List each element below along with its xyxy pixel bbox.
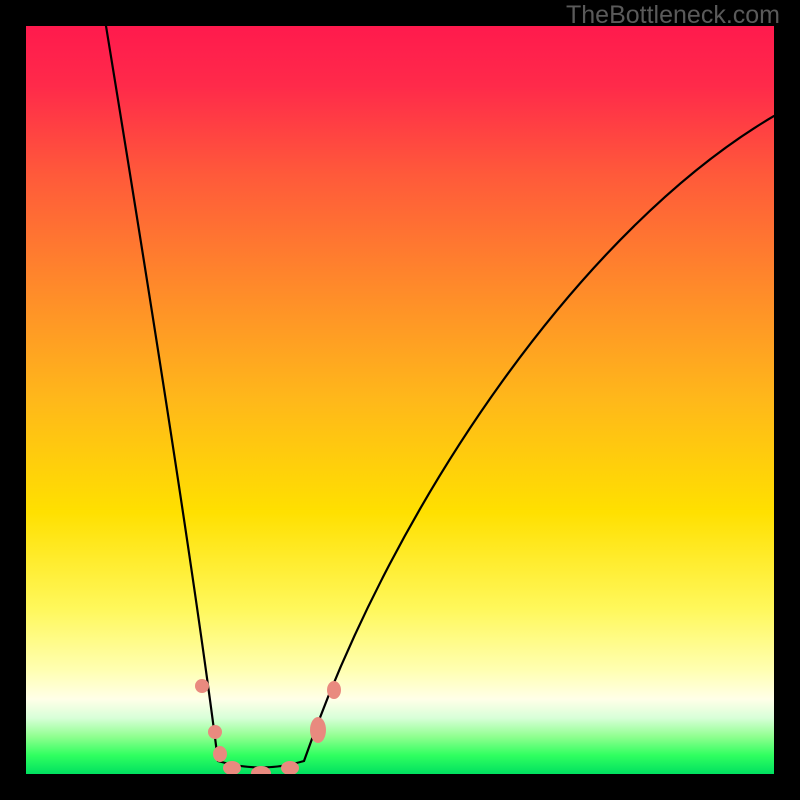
curve-marker [213, 746, 227, 762]
curve-marker [310, 717, 326, 743]
curve-marker [223, 761, 241, 775]
curve-marker [208, 725, 222, 739]
curve-marker [327, 681, 341, 699]
chart-frame: TheBottleneck.com [0, 0, 800, 800]
curve-marker [281, 761, 299, 775]
watermark-text: TheBottleneck.com [566, 1, 780, 30]
curve-marker [195, 679, 209, 693]
bottleneck-chart [0, 0, 800, 800]
plot-background [26, 26, 774, 774]
